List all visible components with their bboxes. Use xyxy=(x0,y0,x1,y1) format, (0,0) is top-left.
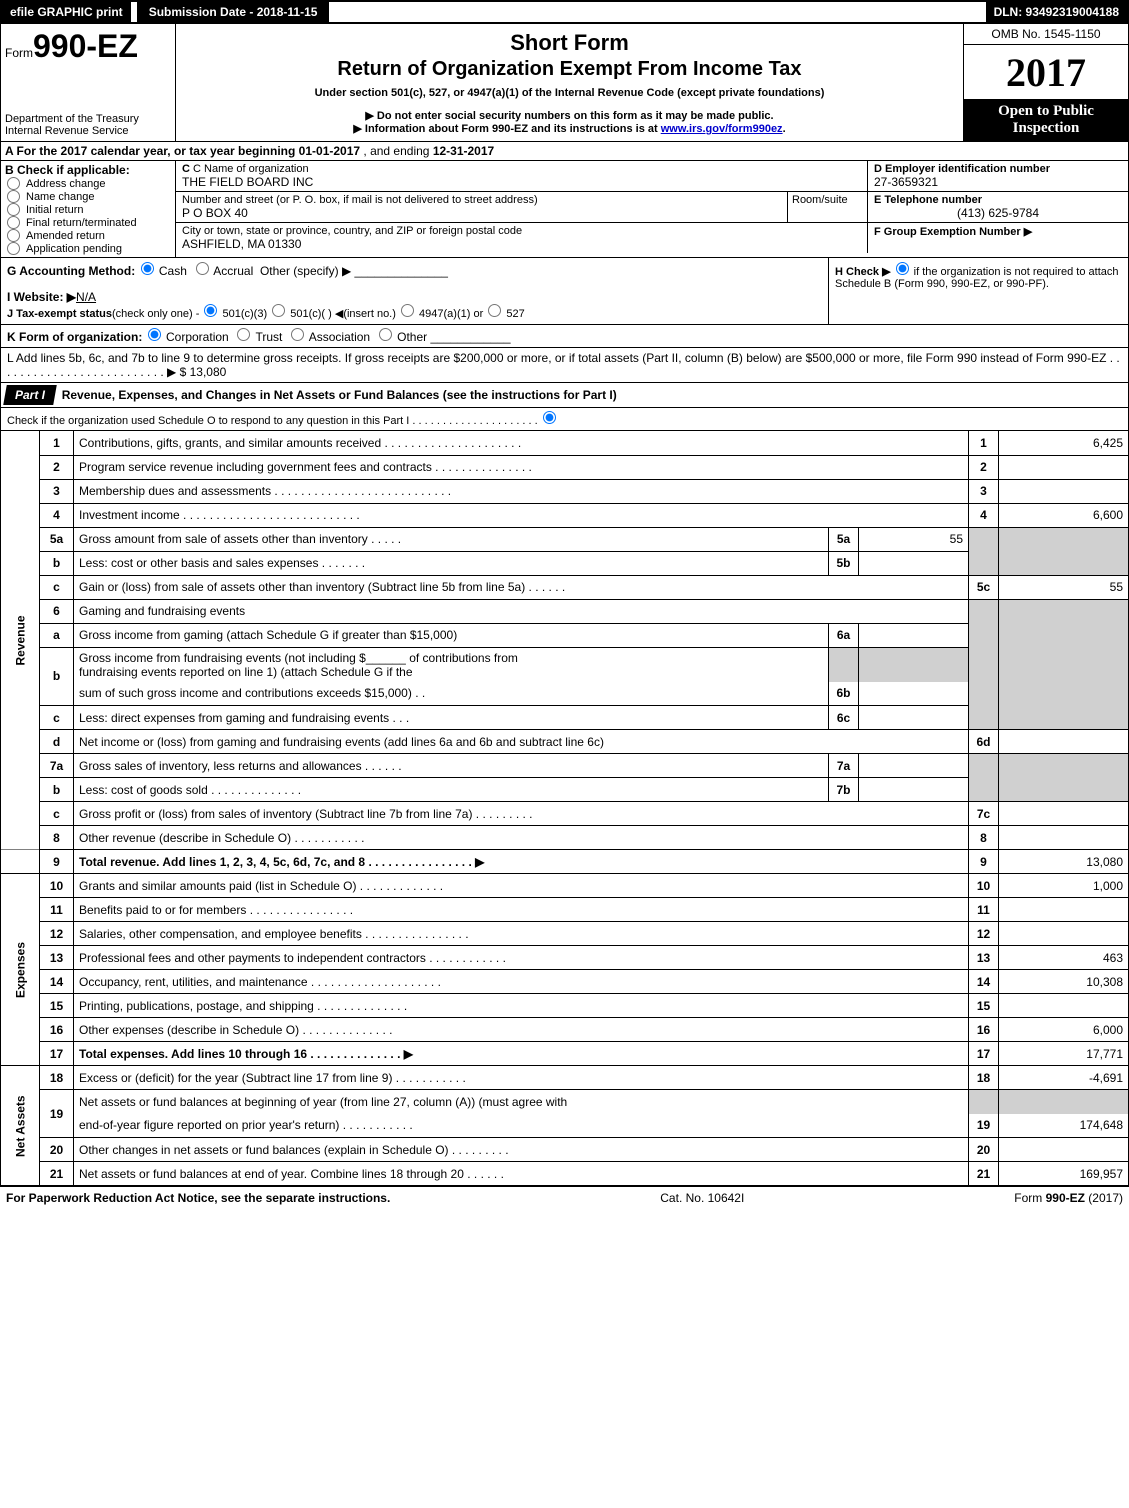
dln-label: DLN: 93492319004188 xyxy=(986,2,1127,22)
tax-year: 2017 xyxy=(964,45,1128,99)
col-D-ein: D Employer identification number 27-3659… xyxy=(868,161,1128,191)
row-K-form-org: K Form of organization: Corporation Trus… xyxy=(0,325,1129,348)
radio-4947[interactable] xyxy=(401,304,414,317)
org-info-block: B Check if applicable: Address change Na… xyxy=(0,161,1129,258)
line-19a: 19Net assets or fund balances at beginni… xyxy=(1,1090,1129,1114)
radio-cash[interactable] xyxy=(141,262,154,275)
radio-501c3[interactable] xyxy=(204,304,217,317)
line-5c: cGain or (loss) from sale of assets othe… xyxy=(1,575,1129,599)
line-7a: 7aGross sales of inventory, less returns… xyxy=(1,754,1129,778)
form-title-1: Short Form xyxy=(186,30,953,56)
efile-print-button[interactable]: efile GRAPHIC print xyxy=(2,2,131,22)
radio-association[interactable] xyxy=(291,328,304,341)
line-3: 3Membership dues and assessments . . . .… xyxy=(1,479,1129,503)
line-7b: bLess: cost of goods sold . . . . . . . … xyxy=(1,778,1129,802)
irs-link[interactable]: www.irs.gov/form990ez xyxy=(661,123,783,135)
row-A-tax-year: A For the 2017 calendar year, or tax yea… xyxy=(0,142,1129,161)
line-6b-1: bGross income from fundraising events (n… xyxy=(1,647,1129,682)
form-title-2: Return of Organization Exempt From Incom… xyxy=(186,58,953,81)
line-21: 21Net assets or fund balances at end of … xyxy=(1,1162,1129,1186)
row-H-schedule-b: H Check ▶ if the organization is not req… xyxy=(828,258,1128,324)
line-20: 20Other changes in net assets or fund ba… xyxy=(1,1138,1129,1162)
radio-trust[interactable] xyxy=(237,328,250,341)
radio-other[interactable] xyxy=(379,328,392,341)
line-15: 15Printing, publications, postage, and s… xyxy=(1,994,1129,1018)
treasury-dept: Department of the Treasury Internal Reve… xyxy=(5,113,171,137)
submission-date: Submission Date - 2018-11-15 xyxy=(137,2,330,22)
radio-527[interactable] xyxy=(488,304,501,317)
row-G-H: G Accounting Method: Cash Accrual Other … xyxy=(0,258,1129,325)
revenue-side-label: Revenue xyxy=(1,431,40,850)
chk-application-pending[interactable] xyxy=(7,242,20,255)
expenses-side-label: Expenses xyxy=(1,874,40,1066)
row-I-website: I Website: ▶N/A xyxy=(7,290,822,304)
chk-initial-return[interactable] xyxy=(7,203,20,216)
line-18: Net Assets 18Excess or (deficit) for the… xyxy=(1,1066,1129,1090)
line-7c: cGross profit or (loss) from sales of in… xyxy=(1,802,1129,826)
form-header: Form990-EZ Department of the Treasury In… xyxy=(0,24,1129,142)
line-19b: end-of-year figure reported on prior yea… xyxy=(1,1114,1129,1138)
line-16: 16Other expenses (describe in Schedule O… xyxy=(1,1018,1129,1042)
line-1: Revenue 1 Contributions, gifts, grants, … xyxy=(1,431,1129,455)
line-6c: cLess: direct expenses from gaming and f… xyxy=(1,706,1129,730)
part-I-table: Revenue 1 Contributions, gifts, grants, … xyxy=(0,431,1129,1186)
line-11: 11Benefits paid to or for members . . . … xyxy=(1,898,1129,922)
row-J-tax-status: J Tax-exempt status(check only one) - 50… xyxy=(7,304,822,320)
room-suite: Room/suite xyxy=(788,192,868,222)
radio-accrual[interactable] xyxy=(196,262,209,275)
form-subtitle: Under section 501(c), 527, or 4947(a)(1)… xyxy=(186,87,953,99)
col-F-group-exemption: F Group Exemption Number ▶ xyxy=(868,223,1128,253)
line-14: 14Occupancy, rent, utilities, and mainte… xyxy=(1,970,1129,994)
row-L-gross-receipts: L Add lines 5b, 6c, and 7b to line 9 to … xyxy=(0,348,1129,383)
col-C-city: City or town, state or province, country… xyxy=(176,223,868,253)
part-I-header: Part I Revenue, Expenses, and Changes in… xyxy=(0,383,1129,408)
line-9: 9Total revenue. Add lines 1, 2, 3, 4, 5c… xyxy=(1,850,1129,874)
line-5b: bLess: cost or other basis and sales exp… xyxy=(1,551,1129,575)
page-footer: For Paperwork Reduction Act Notice, see … xyxy=(0,1186,1129,1209)
col-C-address: Number and street (or P. O. box, if mail… xyxy=(176,192,788,222)
bullet-no-ssn: ▶ Do not enter social security numbers o… xyxy=(186,109,953,122)
line-4: 4Investment income . . . . . . . . . . .… xyxy=(1,503,1129,527)
part-I-schedule-o-check: Check if the organization used Schedule … xyxy=(0,408,1129,431)
col-E-phone: E Telephone number (413) 625-9784 xyxy=(868,192,1128,222)
line-12: 12Salaries, other compensation, and empl… xyxy=(1,922,1129,946)
radio-501c[interactable] xyxy=(272,304,285,317)
row-G-accounting: G Accounting Method: Cash Accrual Other … xyxy=(7,262,822,278)
line-6a: aGross income from gaming (attach Schedu… xyxy=(1,623,1129,647)
bullet-instructions: ▶ Information about Form 990-EZ and its … xyxy=(186,122,953,135)
chk-schedule-o[interactable] xyxy=(543,411,556,424)
line-2: 2Program service revenue including gover… xyxy=(1,455,1129,479)
chk-name-change[interactable] xyxy=(7,190,20,203)
line-6b-2: sum of such gross income and contributio… xyxy=(1,682,1129,706)
chk-final-return[interactable] xyxy=(7,216,20,229)
chk-amended-return[interactable] xyxy=(7,229,20,242)
line-13: 13Professional fees and other payments t… xyxy=(1,946,1129,970)
col-B-checkboxes: B Check if applicable: Address change Na… xyxy=(1,161,176,257)
line-6d: dNet income or (loss) from gaming and fu… xyxy=(1,730,1129,754)
line-8: 8Other revenue (describe in Schedule O) … xyxy=(1,826,1129,850)
line-10: Expenses 10Grants and similar amounts pa… xyxy=(1,874,1129,898)
topbar: efile GRAPHIC print Submission Date - 20… xyxy=(0,0,1129,24)
form-number: Form990-EZ xyxy=(5,28,171,65)
line-5a: 5aGross amount from sale of assets other… xyxy=(1,527,1129,551)
line-6: 6Gaming and fundraising events xyxy=(1,599,1129,623)
open-to-public: Open to Public Inspection xyxy=(964,99,1128,141)
chk-schedule-b[interactable] xyxy=(896,262,909,275)
chk-address-change[interactable] xyxy=(7,177,20,190)
col-C-name: C C Name of organization THE FIELD BOARD… xyxy=(176,161,868,191)
radio-corporation[interactable] xyxy=(148,328,161,341)
line-17: 17Total expenses. Add lines 10 through 1… xyxy=(1,1042,1129,1066)
net-assets-side-label: Net Assets xyxy=(1,1066,40,1186)
omb-number: OMB No. 1545-1150 xyxy=(964,24,1128,45)
